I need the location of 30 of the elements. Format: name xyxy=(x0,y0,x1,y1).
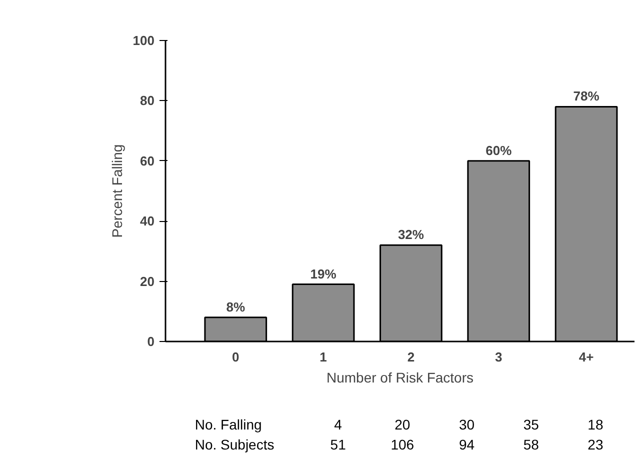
data-label: 32% xyxy=(398,227,424,242)
text: 51 xyxy=(330,436,346,452)
text: No. Subjects xyxy=(194,436,274,452)
y-tick-label: 40 xyxy=(140,214,155,229)
x-tick-label: 3 xyxy=(495,350,502,364)
text: 18 xyxy=(588,416,604,432)
text: 106 xyxy=(390,436,414,452)
x-tick-label: 4+ xyxy=(578,350,594,364)
text: 20 xyxy=(394,416,410,432)
text: 4 xyxy=(334,416,342,432)
y-tick-label: 60 xyxy=(140,153,155,168)
x-tick-label: 1 xyxy=(320,350,327,364)
data-label: 60% xyxy=(486,142,512,158)
data-label: 19% xyxy=(310,266,337,282)
data-label: 78% xyxy=(573,88,600,104)
y-tick-label: 20 xyxy=(140,274,155,289)
x-tick-label: 2 xyxy=(407,350,415,364)
x-axis-title: Number of Risk Factors xyxy=(326,370,474,386)
text: 58 xyxy=(523,436,540,452)
y-tick-label: 0 xyxy=(147,334,155,349)
data-label: 8% xyxy=(226,299,246,314)
y-tick-label: 80 xyxy=(140,93,155,108)
x-tick-label: 0 xyxy=(232,350,240,364)
text: 30 xyxy=(458,416,475,432)
text: 35 xyxy=(523,416,540,432)
y-tick-label: 100 xyxy=(132,33,155,48)
text: 23 xyxy=(588,436,604,452)
text: 94 xyxy=(458,436,475,452)
y-axis-title: Percent Falling xyxy=(108,144,125,238)
text: No. Falling xyxy=(194,416,262,432)
